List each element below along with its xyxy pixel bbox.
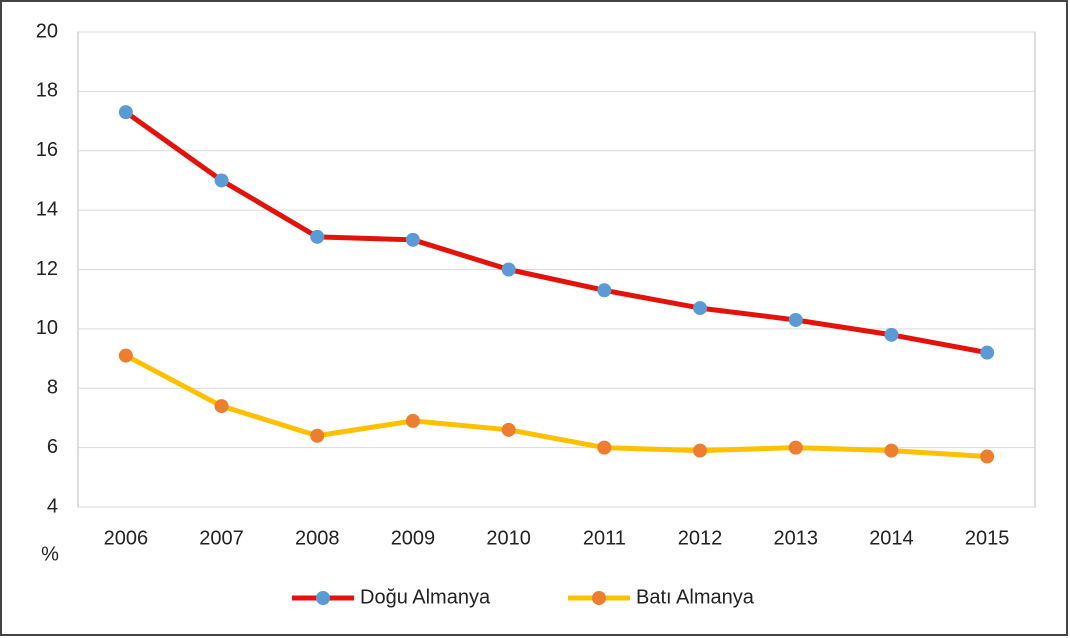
point-marker xyxy=(405,413,420,428)
x-tick-label: 2008 xyxy=(295,527,340,549)
legend-marker xyxy=(316,591,330,605)
legend-marker xyxy=(592,591,606,605)
y-tick-label: 20 xyxy=(36,20,58,42)
point-marker xyxy=(310,428,325,443)
point-marker xyxy=(310,229,325,244)
point-marker xyxy=(884,443,899,458)
y-tick-label: 10 xyxy=(36,317,58,339)
x-tick-label: 2006 xyxy=(104,527,149,549)
point-marker xyxy=(693,301,708,316)
point-marker xyxy=(884,327,899,342)
series-line xyxy=(124,353,988,460)
point-marker xyxy=(788,312,803,327)
point-marker xyxy=(405,232,420,247)
point-marker xyxy=(597,440,612,455)
y-tick-label: 12 xyxy=(36,258,58,280)
y-axis-label: % xyxy=(41,543,59,565)
point-marker xyxy=(501,422,516,437)
point-marker xyxy=(693,443,708,458)
x-tick-label: 2012 xyxy=(678,527,723,549)
x-tick-label: 2007 xyxy=(199,527,244,549)
point-marker xyxy=(118,348,133,363)
point-marker xyxy=(501,262,516,277)
point-marker xyxy=(980,345,995,360)
y-tick-label: 6 xyxy=(47,436,58,458)
legend-label: Doğu Almanya xyxy=(360,586,491,608)
legend-label: Batı Almanya xyxy=(636,586,755,608)
point-marker xyxy=(214,399,229,414)
point-marker xyxy=(788,440,803,455)
point-marker xyxy=(597,283,612,298)
x-tick-label: 2014 xyxy=(869,527,914,549)
point-marker xyxy=(118,105,133,120)
series-line xyxy=(124,110,988,356)
y-tick-label: 4 xyxy=(47,495,58,517)
y-tick-label: 18 xyxy=(36,80,58,102)
y-tick-label: 8 xyxy=(47,377,58,399)
x-tick-label: 2011 xyxy=(583,527,626,549)
x-tick-label: 2010 xyxy=(486,527,531,549)
y-tick-label: 16 xyxy=(36,139,58,161)
x-tick-label: 2013 xyxy=(774,527,819,549)
point-marker xyxy=(214,173,229,188)
x-tick-label: 2015 xyxy=(965,527,1010,549)
x-tick-label: 2009 xyxy=(391,527,436,549)
point-marker xyxy=(980,449,995,464)
y-tick-label: 14 xyxy=(36,198,58,220)
